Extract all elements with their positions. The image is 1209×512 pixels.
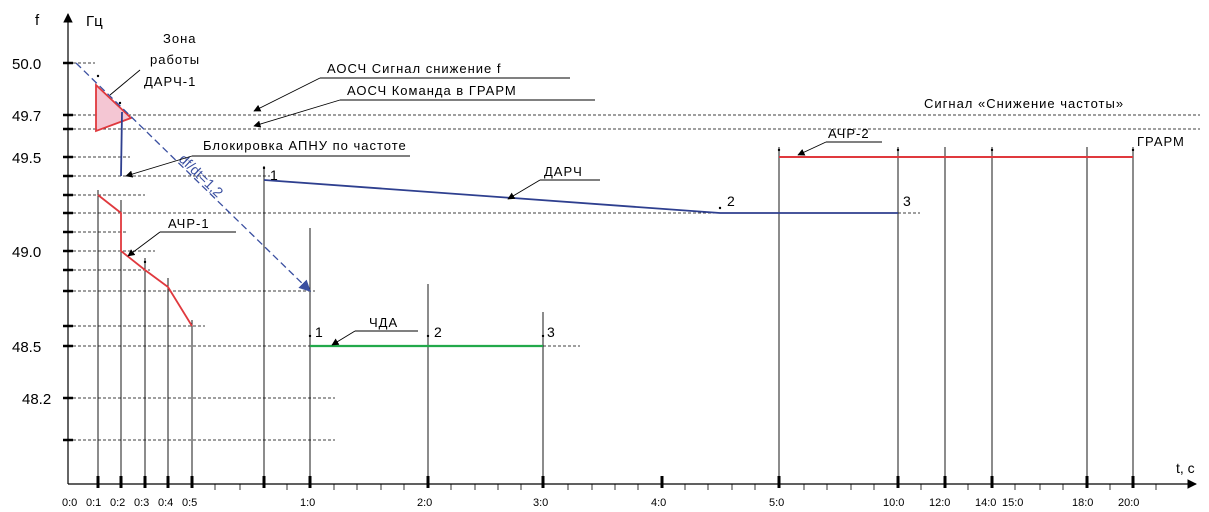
x-tick-label: 0:3 [134, 497, 149, 509]
x-tick-labels: 0:0 0:1 0:2 0:3 0:4 0:5 1:0 2:0 3:0 4:0 … [62, 497, 1139, 509]
achr1-line [97, 194, 193, 327]
y-tick-label: 49.7 [12, 108, 41, 125]
x-axis-name: t, c [1176, 460, 1195, 476]
x-tick-label: 18:0 [1072, 497, 1093, 509]
x-tick-label: 0:5 [182, 497, 197, 509]
y-tick-label: 49.5 [12, 150, 41, 167]
y-tick-label: 48.5 [12, 339, 41, 356]
chda-point-1: 1 [315, 324, 323, 340]
blokirovka-arrow [125, 155, 193, 178]
x-minor-ticks [214, 484, 1157, 490]
zone-leader-line [109, 69, 141, 96]
reference-lines [68, 62, 1200, 441]
x-tick-label: 2:0 [417, 497, 432, 509]
zone-label-line2: работы [150, 52, 200, 67]
chda-arrow [331, 330, 356, 346]
darch-line [263, 179, 898, 214]
x-tick-label: 3:0 [533, 497, 548, 509]
zone-label-line3: ДАРЧ-1 [144, 74, 196, 89]
x-tick-label: 0:4 [158, 497, 173, 509]
aoscf-signal-arrow [253, 77, 321, 112]
darch-point-2: 2 [727, 193, 735, 209]
chda-point-2: 2 [434, 324, 442, 340]
darch-arrow [507, 179, 541, 200]
signal-snizh-label: Сигнал «Снижение частоты» [924, 96, 1124, 111]
x-tick-label: 10:0 [883, 497, 904, 509]
darch-point-1: 1 [270, 167, 278, 183]
darch-label: ДАРЧ [544, 164, 583, 179]
chda-point-3: 3 [547, 324, 555, 340]
x-tick-label: 5:0 [769, 497, 784, 509]
zone-label-line1: Зона [163, 31, 197, 46]
y-tick-label: 50.0 [12, 56, 41, 73]
x-tick-label: 0:0 [62, 497, 77, 509]
x-tick-label: 0:1 [86, 497, 101, 509]
achr1-label: АЧР-1 [168, 216, 210, 231]
x-tick-label: 20:0 [1118, 497, 1139, 509]
blokirovka-label: Блокировка АПНУ по частоте [203, 138, 407, 153]
darch-point-3: 3 [903, 193, 911, 209]
x-tick-label: 1:0 [300, 497, 315, 509]
grarm-label: ГРАРМ [1137, 134, 1185, 149]
x-tick-label: 4:0 [651, 497, 666, 509]
y-axis-name: f [35, 12, 40, 29]
x-tick-label: 14:0 [975, 497, 996, 509]
x-tick-label: 0:2 [110, 497, 125, 509]
y-tick-label: 49.0 [12, 244, 41, 261]
x-major-ticks [96, 476, 1135, 488]
y-tick-marks [63, 61, 73, 442]
marker-dots [96, 74, 1135, 338]
achr2-arrow [797, 141, 827, 156]
x-tick-label: 15:0 [1002, 497, 1023, 509]
achr2-label: АЧР-2 [828, 126, 870, 141]
chda-label: ЧДА [369, 315, 398, 330]
y-tick-label: 48.2 [22, 391, 51, 408]
x-tick-label: 12:0 [929, 497, 950, 509]
aoscf-command-arrow [253, 99, 341, 128]
y-axis-unit: Гц [86, 13, 103, 30]
aoscf-signal-label: АОСЧ Сигнал снижение f [327, 61, 502, 76]
aoscf-command-label: АОСЧ Команда в ГРАРМ [347, 83, 517, 98]
achr1-arrow [127, 231, 161, 257]
vertical-lines [97, 147, 1134, 484]
darch1-drop-line [120, 111, 123, 177]
